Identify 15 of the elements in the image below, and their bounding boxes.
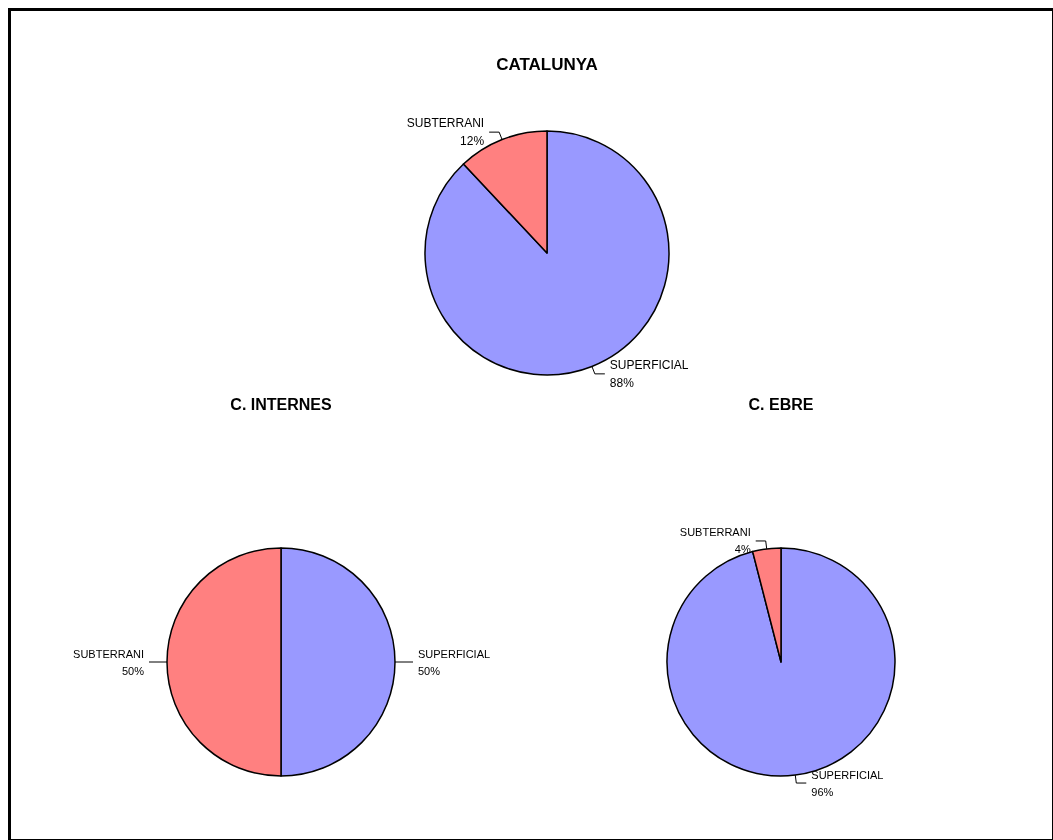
- slice-label: SUPERFICIAL: [811, 768, 884, 781]
- data-label: 88%: [609, 375, 635, 390]
- chart-title: CATALUNYA: [496, 55, 598, 74]
- data-label: 50%: [418, 664, 441, 677]
- data-label: 96%: [811, 785, 834, 798]
- data-label: 50%: [121, 664, 145, 677]
- chart-title: C. INTERNES: [230, 395, 332, 413]
- slice-label: SUBTERRANI: [73, 647, 144, 660]
- data-label: 4%: [734, 543, 751, 556]
- slice-label: SUBTERRANI: [679, 526, 751, 539]
- chart-title: C. EBRE: [748, 395, 814, 413]
- data-label: 12%: [460, 134, 485, 149]
- slice-label: SUBTERRANI: [406, 116, 485, 131]
- slice-label: SUPERFICIAL: [418, 647, 491, 660]
- slice-label: SUPERFICIAL: [609, 357, 689, 372]
